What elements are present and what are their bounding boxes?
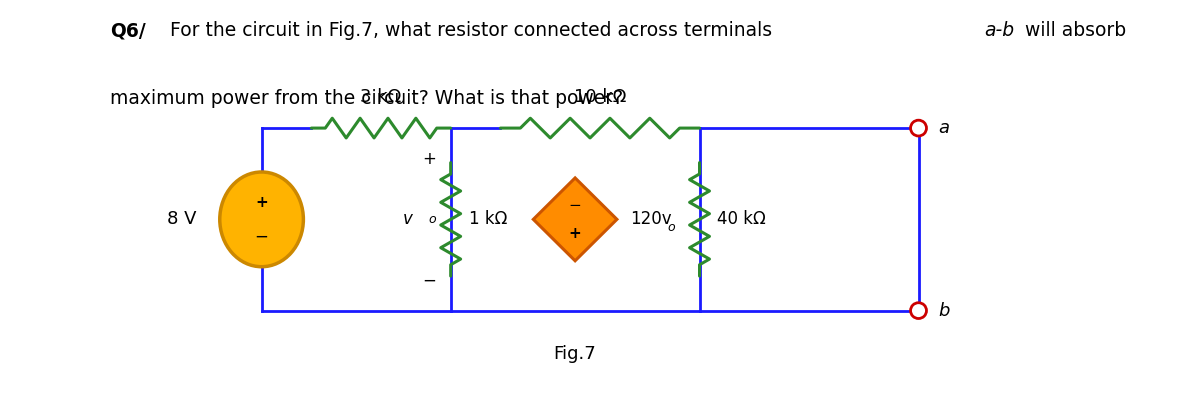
Text: will absorb: will absorb — [1019, 21, 1127, 40]
Circle shape — [911, 120, 926, 136]
Text: For the circuit in Fig.7, what resistor connected across terminals: For the circuit in Fig.7, what resistor … — [164, 21, 778, 40]
Text: −: − — [569, 198, 582, 213]
Text: o: o — [428, 213, 437, 226]
Text: 120v: 120v — [630, 210, 672, 229]
Text: +: + — [256, 195, 268, 210]
Text: maximum power from the circuit? What is that power?: maximum power from the circuit? What is … — [110, 89, 624, 108]
Text: +: + — [569, 226, 582, 241]
Text: b: b — [938, 301, 950, 319]
Text: 40 kΩ: 40 kΩ — [718, 210, 767, 229]
Text: o: o — [667, 221, 676, 234]
Circle shape — [911, 303, 926, 319]
Text: −: − — [254, 227, 269, 245]
Text: 10 kΩ: 10 kΩ — [574, 88, 626, 106]
Text: 3 kΩ: 3 kΩ — [360, 88, 402, 106]
Text: +: + — [422, 150, 436, 168]
Text: Q6/: Q6/ — [110, 21, 146, 40]
Polygon shape — [533, 178, 617, 261]
Text: 1 kΩ: 1 kΩ — [469, 210, 506, 229]
Text: a-b: a-b — [985, 21, 1015, 40]
Text: 8 V: 8 V — [167, 210, 197, 229]
Text: a: a — [938, 119, 949, 137]
Text: v: v — [403, 210, 413, 229]
Text: −: − — [422, 271, 436, 289]
Ellipse shape — [220, 172, 304, 267]
Text: Fig.7: Fig.7 — [553, 345, 596, 363]
